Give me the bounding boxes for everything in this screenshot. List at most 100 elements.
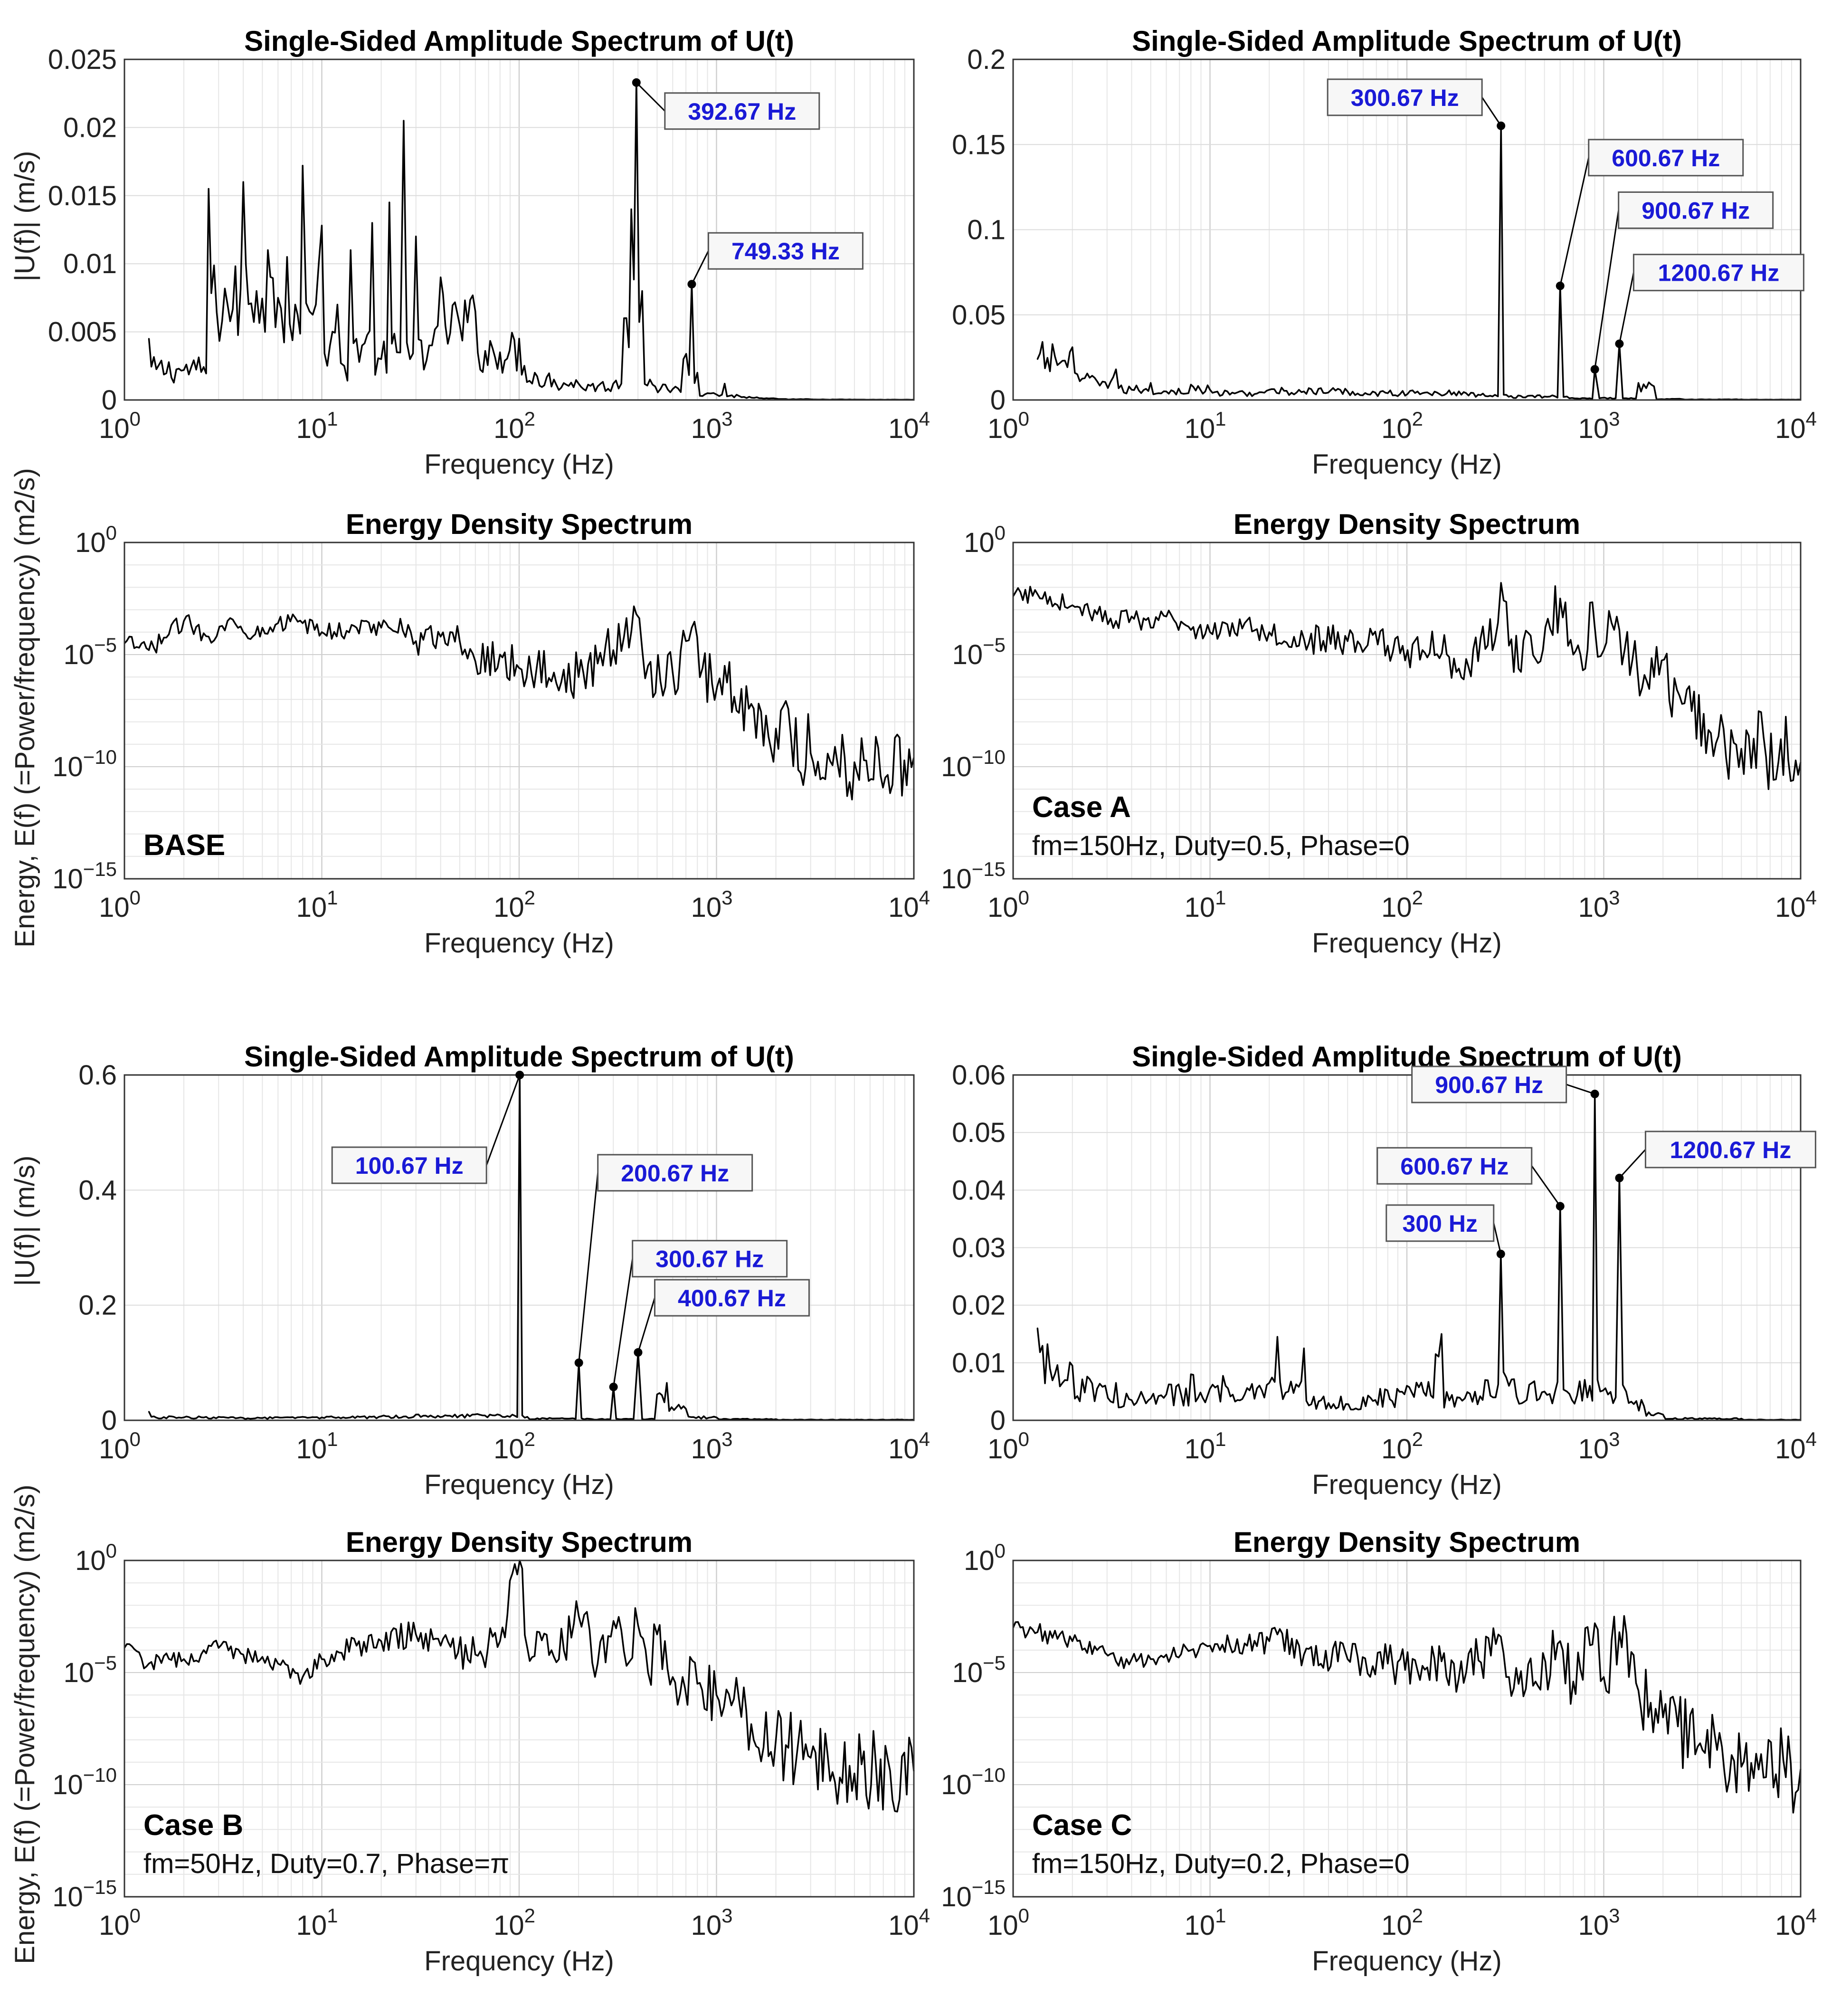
data-point (578, 676, 579, 678)
data-point (1131, 389, 1133, 390)
data-point (1653, 385, 1655, 387)
datatip-marker (1615, 339, 1624, 348)
data-point (1387, 392, 1389, 394)
datatip-marker (1590, 1089, 1599, 1098)
chart-title: Energy Density Spectrum (1234, 508, 1580, 540)
data-point (1166, 616, 1167, 618)
datatip-leader (485, 1075, 521, 1166)
y-tick-label: 0.05 (952, 1117, 1006, 1148)
data-point (261, 1656, 263, 1658)
data-point (1131, 1399, 1133, 1401)
data-point (1150, 382, 1152, 384)
datatip-marker (1615, 1173, 1624, 1182)
data-point (1441, 1333, 1442, 1335)
data-point (1615, 1397, 1617, 1398)
data-point (1150, 1398, 1152, 1399)
data-point (440, 1645, 442, 1646)
data-point (1625, 397, 1627, 399)
data-point (656, 1634, 658, 1636)
data-point (1347, 1658, 1348, 1660)
data-point (1036, 358, 1038, 360)
data-point (810, 752, 812, 754)
data-point (1494, 394, 1496, 396)
data-point (647, 1672, 649, 1674)
data-point (1500, 1636, 1502, 1637)
data-point (597, 385, 598, 387)
data-point (1598, 397, 1600, 399)
data-point (1347, 390, 1348, 392)
data-point (618, 1418, 620, 1420)
data-point (1243, 622, 1245, 624)
data-point (1387, 1663, 1389, 1664)
data-point (294, 304, 296, 305)
data-point (1697, 1746, 1699, 1748)
datatip-label: 900.67 Hz (1642, 197, 1750, 224)
data-point (775, 728, 777, 730)
data-point (750, 1723, 752, 1725)
datatip-leader (613, 1258, 634, 1387)
data-point (380, 1416, 382, 1417)
data-point (148, 1663, 150, 1664)
x-tick-label: 103 (691, 1428, 733, 1464)
data-point (1190, 1373, 1192, 1375)
data-point (1681, 703, 1683, 705)
axes-box (123, 58, 915, 401)
x-tick-label: 104 (1775, 886, 1817, 923)
energy-ylabel-bottom: Energy, E(f) (=Power/frequency) (m2/s) (9, 1484, 40, 1964)
data-point (775, 1418, 777, 1420)
series-line (123, 1560, 915, 1813)
data-point (630, 208, 632, 210)
data-point (578, 1616, 580, 1617)
datatip-marker (1496, 1249, 1505, 1258)
data-point (534, 372, 536, 374)
data-point (242, 631, 244, 633)
data-point (380, 358, 382, 360)
data-point (1572, 1681, 1574, 1683)
axes-box (123, 542, 915, 880)
x-axis-label: Frequency (Hz) (1312, 1469, 1502, 1500)
data-point (1422, 1665, 1423, 1667)
x-tick-label: 102 (493, 886, 535, 923)
data-point (659, 681, 661, 683)
data-point (1072, 604, 1073, 606)
data-point (218, 1416, 219, 1418)
data-point (277, 1663, 279, 1664)
data-point (647, 665, 649, 667)
data-point (724, 383, 726, 385)
x-tick-label: 102 (1381, 886, 1423, 923)
data-point (302, 1416, 304, 1418)
y-tick-label: 0.005 (48, 317, 117, 348)
data-point (183, 1417, 185, 1418)
series-line (1012, 1615, 1802, 1814)
data-point (1740, 748, 1742, 750)
datatip-label: 1200.67 Hz (1670, 1137, 1792, 1163)
data-point (1505, 394, 1507, 396)
datatip-marker (515, 1071, 524, 1079)
data-point (1387, 645, 1389, 647)
data-point (1209, 1645, 1211, 1646)
data-point (750, 703, 752, 705)
datatip-label: 300.67 Hz (655, 1246, 764, 1273)
data-point (775, 1739, 777, 1741)
data-point (1209, 1388, 1211, 1389)
data-point (1422, 392, 1423, 394)
data-point (336, 304, 338, 305)
data-point (738, 712, 740, 714)
data-point (1589, 397, 1591, 399)
data-point (1435, 1353, 1437, 1355)
data-point (227, 304, 228, 305)
data-point (716, 394, 717, 396)
data-point (1243, 1643, 1245, 1645)
data-point (1559, 1640, 1561, 1642)
data-point (1662, 1414, 1664, 1416)
data-point (1625, 1390, 1627, 1392)
data-point (1131, 1658, 1133, 1660)
data-point (1465, 658, 1467, 660)
data-point (403, 120, 405, 122)
data-point (1150, 1658, 1152, 1660)
data-point (514, 1415, 516, 1417)
datatip-box (1376, 1147, 1533, 1185)
datatip-leader (636, 82, 665, 112)
data-point (321, 225, 323, 227)
